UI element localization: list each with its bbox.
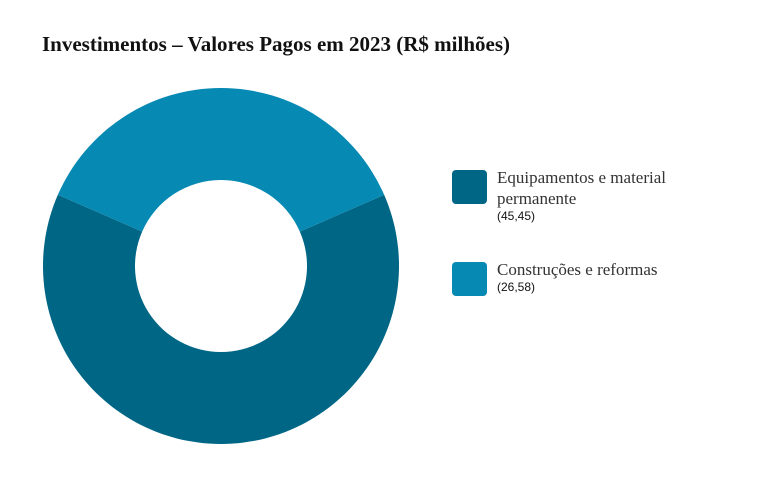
legend-swatch (452, 170, 487, 204)
legend-label: Equipamentos e material permanente (497, 168, 666, 208)
value-label: (45,45) (497, 209, 536, 223)
chart-title: Investimentos – Valores Pagos em 2023 (R… (42, 32, 511, 56)
legend-text: Construções e reformas (26,58) (497, 259, 697, 295)
legend-swatch (452, 262, 487, 296)
donut-slice (57, 87, 385, 232)
legend-text: Equipamentos e material permanente (45,45… (497, 167, 697, 224)
legend-label: Construções e reformas (497, 260, 658, 279)
donut-slice (43, 194, 399, 444)
value-label: (26,58) (497, 280, 536, 294)
